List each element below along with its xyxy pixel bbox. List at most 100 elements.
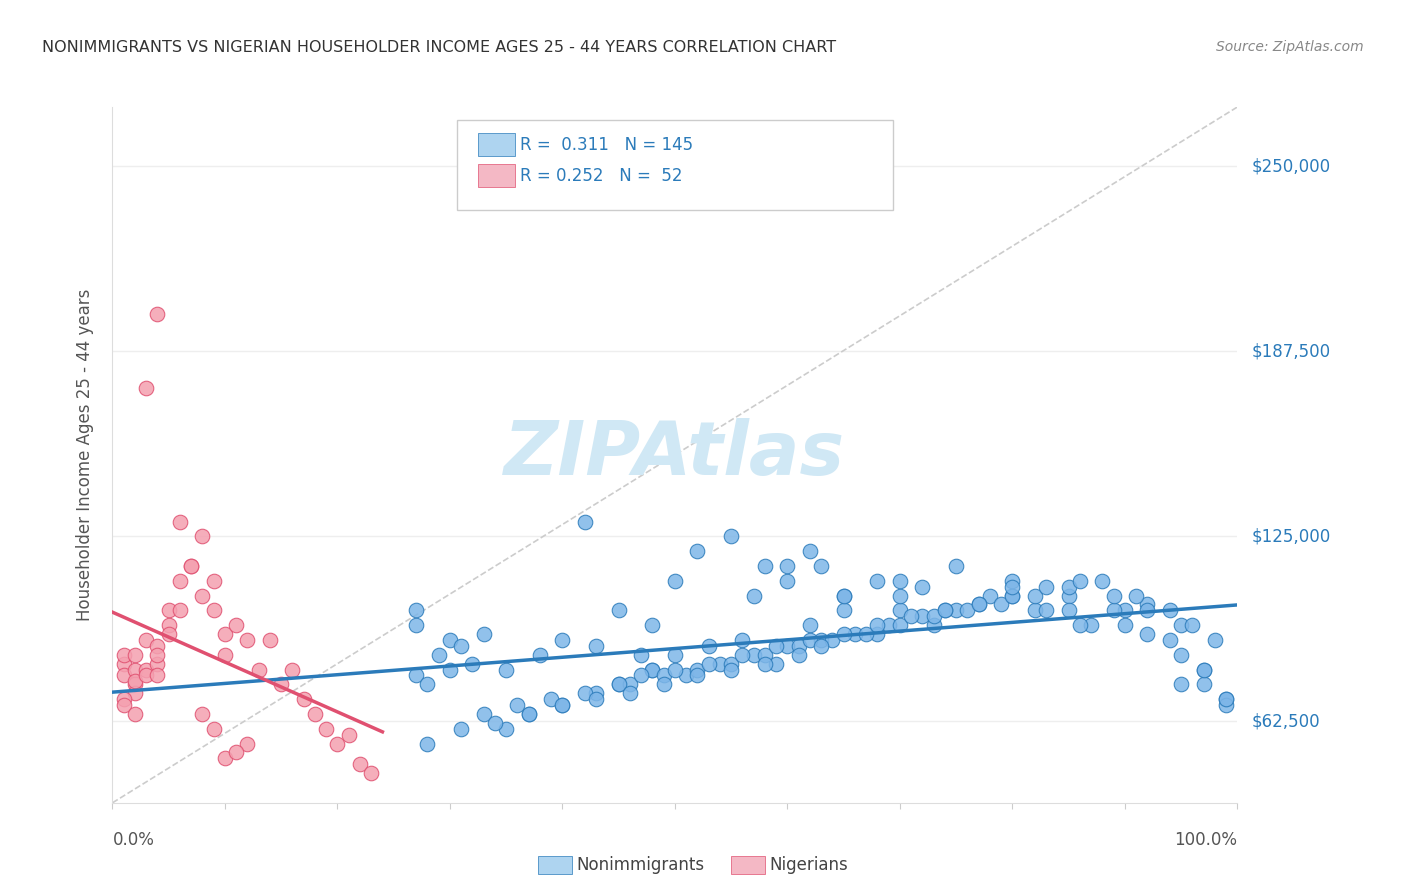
Point — [1170, 618, 1192, 632]
Point — [529, 648, 551, 662]
Point — [619, 686, 641, 700]
Point — [1215, 692, 1237, 706]
Point — [551, 698, 574, 712]
Point — [1057, 580, 1080, 594]
Point — [1215, 692, 1237, 706]
Point — [810, 558, 832, 573]
Point — [776, 574, 799, 588]
Point — [337, 728, 360, 742]
Point — [697, 657, 720, 671]
Point — [664, 648, 686, 662]
Point — [315, 722, 337, 736]
Point — [641, 663, 664, 677]
Point — [427, 648, 450, 662]
Point — [1102, 589, 1125, 603]
Point — [236, 737, 259, 751]
Point — [832, 589, 855, 603]
Point — [1192, 677, 1215, 691]
Point — [810, 632, 832, 647]
Point — [1125, 589, 1147, 603]
Point — [1159, 603, 1181, 617]
Point — [922, 618, 945, 632]
Point — [191, 589, 214, 603]
Point — [1080, 618, 1102, 632]
Point — [214, 627, 236, 641]
Point — [787, 639, 810, 653]
Point — [124, 663, 146, 677]
Point — [675, 668, 697, 682]
Point — [551, 698, 574, 712]
Point — [1136, 627, 1159, 641]
Point — [866, 627, 889, 641]
Point — [652, 677, 675, 691]
Point — [416, 737, 439, 751]
Point — [720, 529, 742, 543]
Point — [169, 603, 191, 617]
Point — [1215, 698, 1237, 712]
Point — [214, 751, 236, 765]
Point — [1192, 663, 1215, 677]
Point — [157, 618, 180, 632]
Point — [326, 737, 349, 751]
Point — [855, 627, 877, 641]
Point — [967, 598, 990, 612]
Point — [281, 663, 304, 677]
Point — [517, 706, 540, 721]
Point — [731, 648, 754, 662]
Point — [506, 698, 529, 712]
Point — [124, 674, 146, 689]
Point — [765, 639, 787, 653]
Point — [720, 663, 742, 677]
Point — [641, 618, 664, 632]
Point — [495, 722, 517, 736]
Point — [821, 632, 844, 647]
Point — [911, 580, 934, 594]
Point — [1069, 618, 1091, 632]
Point — [439, 632, 461, 647]
Y-axis label: Householder Income Ages 25 - 44 years: Householder Income Ages 25 - 44 years — [76, 289, 94, 621]
Point — [1102, 603, 1125, 617]
Text: R =  0.311   N = 145: R = 0.311 N = 145 — [520, 136, 693, 153]
Text: $62,500: $62,500 — [1251, 713, 1320, 731]
Point — [832, 589, 855, 603]
Point — [765, 657, 787, 671]
Point — [889, 589, 911, 603]
Point — [720, 657, 742, 671]
Point — [799, 618, 821, 632]
Point — [889, 618, 911, 632]
Point — [574, 515, 596, 529]
Point — [112, 698, 135, 712]
Point — [540, 692, 562, 706]
Point — [214, 648, 236, 662]
Text: ZIPAtlas: ZIPAtlas — [505, 418, 845, 491]
Point — [574, 686, 596, 700]
Point — [686, 544, 709, 558]
Point — [1181, 618, 1204, 632]
Point — [630, 668, 652, 682]
Text: NONIMMIGRANTS VS NIGERIAN HOUSEHOLDER INCOME AGES 25 - 44 YEARS CORRELATION CHAR: NONIMMIGRANTS VS NIGERIAN HOUSEHOLDER IN… — [42, 40, 837, 55]
Point — [1114, 603, 1136, 617]
Point — [112, 648, 135, 662]
Text: 0.0%: 0.0% — [112, 830, 155, 848]
Point — [112, 692, 135, 706]
Point — [124, 677, 146, 691]
Point — [607, 677, 630, 691]
Point — [754, 558, 776, 573]
Point — [124, 686, 146, 700]
Point — [169, 515, 191, 529]
Point — [349, 757, 371, 772]
Point — [911, 609, 934, 624]
Point — [135, 381, 157, 395]
Point — [484, 715, 506, 730]
Point — [180, 558, 202, 573]
Point — [135, 632, 157, 647]
Point — [652, 668, 675, 682]
Point — [630, 648, 652, 662]
Point — [641, 663, 664, 677]
Point — [124, 648, 146, 662]
Point — [799, 544, 821, 558]
Point — [472, 627, 495, 641]
Point — [225, 746, 247, 760]
Point — [157, 627, 180, 641]
Point — [619, 677, 641, 691]
